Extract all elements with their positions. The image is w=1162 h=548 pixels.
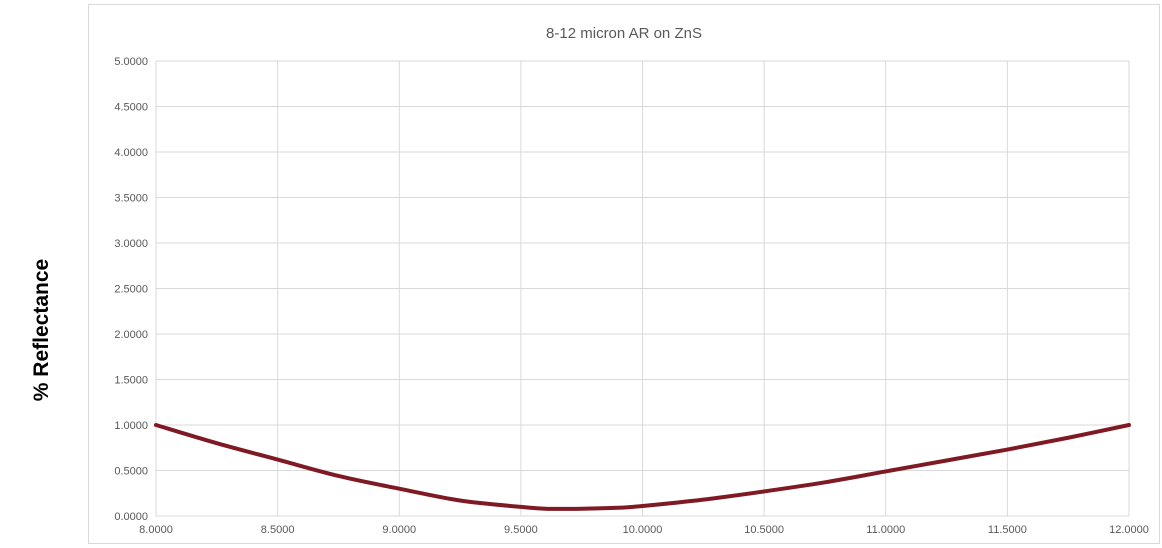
x-tick-label: 11.5000 xyxy=(988,524,1027,536)
x-tick-label: 10.0000 xyxy=(623,524,663,536)
x-tick-label: 9.0000 xyxy=(382,524,416,536)
y-tick-label: 3.5000 xyxy=(114,193,148,205)
y-tick-label: 1.0000 xyxy=(114,420,148,432)
chart-title: 8-12 micron AR on ZnS xyxy=(546,25,702,42)
y-tick-label: 1.5000 xyxy=(114,375,148,387)
x-tick-label: 10.5000 xyxy=(744,524,784,536)
series-group xyxy=(154,423,1131,511)
x-tick-label: 11.0000 xyxy=(866,524,905,536)
x-tick-label: 8.5000 xyxy=(261,524,295,536)
x-tick-label: 9.5000 xyxy=(504,524,538,536)
chart-frame xyxy=(88,4,1160,544)
y-tick-label: 4.0000 xyxy=(114,147,148,159)
y-tick-label: 3.0000 xyxy=(114,238,148,250)
y-tick-label: 0.5000 xyxy=(114,466,148,478)
grid-lines xyxy=(155,60,1130,517)
x-tick-labels: 8.0000 8.5000 9.0000 9.5000 10.0000 10.5000 11… xyxy=(139,524,1149,536)
x-tick-label: 12.0000 xyxy=(1109,524,1149,536)
y-tick-label: 4.5000 xyxy=(114,102,148,114)
y-tick-label: 2.0000 xyxy=(114,329,148,341)
series-line-0 xyxy=(154,423,1131,511)
y-tick-label: 2.5000 xyxy=(114,284,148,296)
x-tick-label: 8.0000 xyxy=(139,524,173,536)
y-tick-label: 5.0000 xyxy=(114,56,148,68)
y-tick-labels: 0.0000 0.5000 1.0000 1.5000 2.0000 2.5000 3.00… xyxy=(114,56,148,523)
y-tick-label: 0.0000 xyxy=(114,511,148,523)
